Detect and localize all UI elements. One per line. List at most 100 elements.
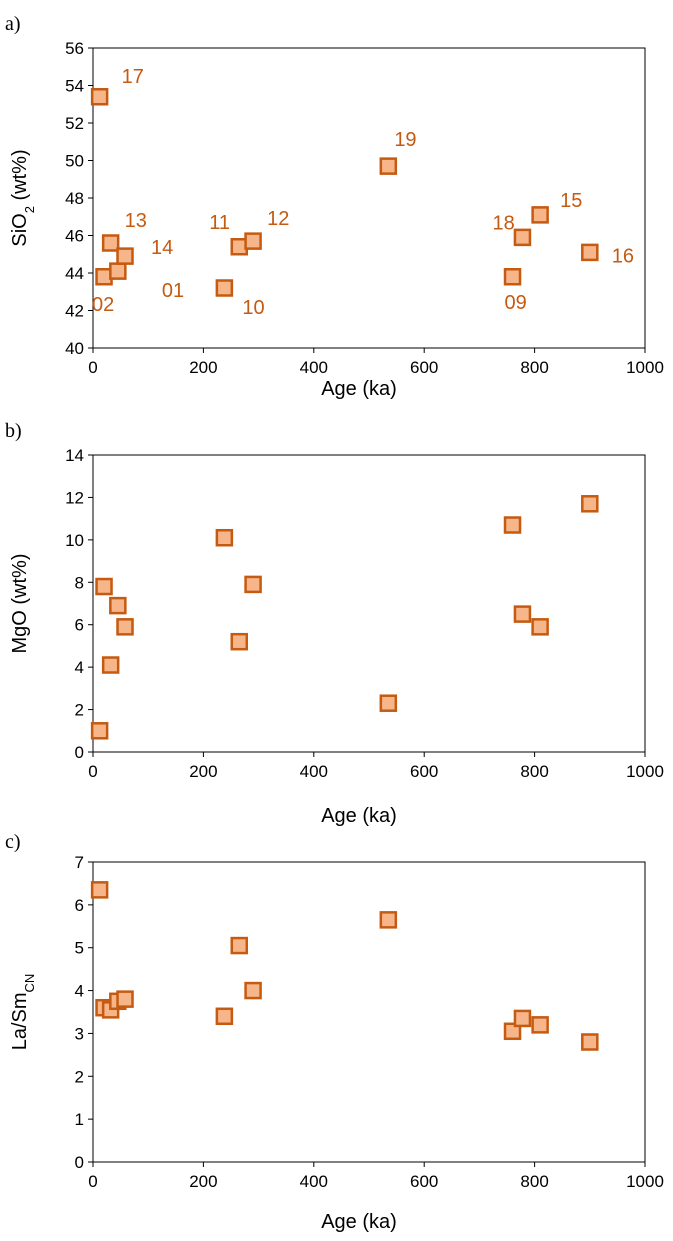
x-tick-label: 1000: [626, 762, 664, 781]
data-point-marker: [244, 981, 262, 1000]
x-tick-label: 0: [88, 762, 97, 781]
data-point-label: 14: [151, 237, 173, 259]
chart-panel-2: b) 0 2 4 6 8 10 12 14 0 200 400 600 800 1000 Age (ka) Mg…: [5, 420, 664, 827]
panel-letter: a): [5, 13, 21, 35]
data-point-marker: [531, 618, 549, 636]
y-tick-label: 46: [65, 227, 84, 246]
data-point-marker: [503, 268, 522, 286]
panel-letter: b): [5, 420, 22, 442]
x-tick-label: 1000: [626, 1172, 664, 1191]
y-tick-label: 0: [75, 743, 84, 762]
data-point-label: 01: [162, 280, 184, 302]
x-tick-label: 200: [189, 358, 217, 377]
x-tick-label: 0: [88, 358, 97, 377]
data-point-marker: [215, 279, 234, 297]
x-tick-label: 800: [520, 762, 548, 781]
chart-panel-1: a) 40 42 44 46 48 50 52 54 56 0 200 400 600 800 1000 Age…: [5, 13, 664, 400]
x-tick-label: 600: [410, 762, 438, 781]
y-tick-label: 8: [75, 573, 84, 592]
y-tick-label: 56: [65, 39, 84, 58]
y-tick-label: 2: [75, 701, 84, 720]
data-point-marker: [513, 605, 532, 623]
data-point-marker: [379, 911, 398, 929]
data-point-marker: [116, 247, 134, 265]
x-tick-label: 1000: [626, 358, 664, 377]
data-point-marker: [503, 1022, 522, 1041]
x-tick-label: 400: [300, 358, 328, 377]
x-tick-label: 400: [300, 1172, 328, 1191]
x-axis-label: Age (ka): [321, 805, 397, 827]
data-point-marker: [581, 243, 599, 262]
y-tick-label: 2: [75, 1067, 84, 1086]
y-tick-label: 1: [75, 1110, 84, 1129]
data-point-label: 13: [125, 210, 147, 232]
y-axis-label: SiO2 (wt%): [9, 149, 37, 246]
data-point-marker: [581, 495, 599, 513]
y-tick-label: 4: [75, 982, 84, 1001]
data-point-marker: [581, 1033, 599, 1051]
x-tick-label: 400: [300, 762, 328, 781]
data-point-marker: [531, 206, 549, 224]
data-point-label: 15: [560, 190, 582, 212]
data-point-marker: [90, 881, 109, 899]
y-tick-label: 3: [75, 1024, 84, 1043]
y-tick-label: 0: [75, 1153, 84, 1172]
data-point-marker: [215, 528, 234, 547]
y-axis-label: MgO (wt%): [9, 554, 31, 654]
x-axis-label: Age (ka): [321, 1211, 397, 1233]
data-point-marker: [215, 1007, 234, 1026]
x-axis-label: Age (ka): [321, 378, 397, 400]
data-point-marker: [95, 577, 113, 596]
data-point-marker: [379, 694, 398, 712]
data-point-label: 10: [242, 297, 264, 319]
data-point-label: 09: [505, 292, 527, 314]
x-tick-label: 600: [410, 358, 438, 377]
panel-letter: c): [5, 831, 21, 853]
y-tick-label: 6: [75, 896, 84, 915]
y-tick-label: 5: [75, 939, 84, 958]
chart-panel-3: c) 0 1 2 3 4 5 6 7 0 200 400 600 800 1000 Age (ka) La/Sm…: [5, 831, 664, 1233]
x-tick-label: 0: [88, 1172, 97, 1191]
data-point-marker: [109, 262, 127, 280]
data-point-marker: [90, 722, 109, 740]
data-point-label: 11: [209, 212, 230, 234]
y-tick-label: 4: [75, 658, 84, 677]
y-tick-label: 12: [65, 488, 84, 507]
y-tick-label: 54: [65, 77, 84, 96]
x-tick-label: 800: [520, 358, 548, 377]
data-point-label: 02: [92, 294, 114, 316]
data-point-marker: [531, 1016, 549, 1034]
data-point-marker: [230, 936, 249, 955]
data-point-marker: [109, 596, 127, 615]
data-point-marker: [90, 88, 109, 106]
data-point-label: 17: [122, 66, 144, 88]
y-tick-label: 10: [65, 531, 84, 550]
data-point-label: 18: [492, 212, 514, 234]
y-tick-label: 14: [65, 446, 84, 465]
y-tick-label: 50: [65, 152, 84, 171]
data-point-marker: [116, 990, 134, 1008]
y-tick-label: 6: [75, 616, 84, 635]
y-tick-label: 48: [65, 189, 84, 208]
y-tick-label: 42: [65, 302, 84, 321]
x-tick-label: 600: [410, 1172, 438, 1191]
y-tick-label: 40: [65, 339, 84, 358]
data-point-marker: [101, 234, 120, 252]
y-tick-label: 7: [75, 853, 84, 872]
data-point-marker: [244, 232, 262, 250]
data-point-marker: [503, 516, 522, 534]
data-point-label: 19: [394, 129, 416, 151]
y-axis-label: La/SmCN: [9, 974, 37, 1051]
data-point-marker: [101, 656, 120, 674]
data-point-label: 12: [267, 208, 289, 230]
y-tick-label: 52: [65, 114, 84, 133]
x-tick-label: 800: [520, 1172, 548, 1191]
plot-frame: [92, 454, 646, 753]
y-tick-label: 44: [65, 264, 84, 283]
data-point-marker: [116, 618, 134, 636]
data-point-marker: [379, 157, 398, 175]
plot-frame: [92, 861, 646, 1163]
data-point-marker: [513, 1009, 532, 1028]
x-tick-label: 200: [189, 1172, 217, 1191]
